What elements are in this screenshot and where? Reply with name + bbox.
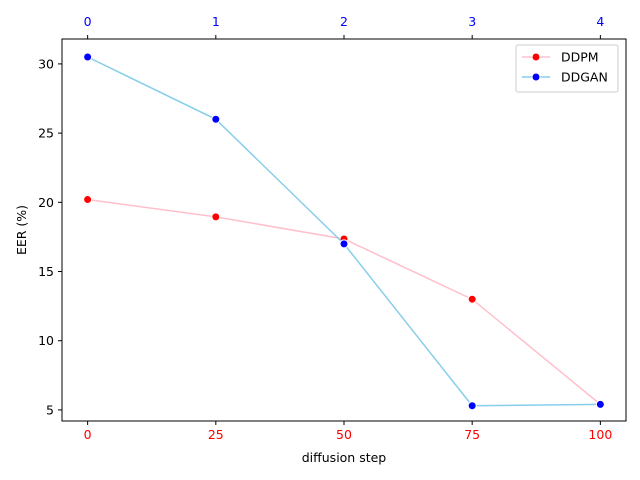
legend-ddpm-marker (531, 52, 541, 62)
top-x-tick-label: 0 (84, 14, 92, 29)
legend-ddpm-label: DDPM (561, 50, 599, 65)
x-tick-label: 100 (588, 427, 612, 442)
plot-lines (83, 52, 605, 411)
y-tick-label: 10 (38, 333, 54, 348)
top-x-tick-label: 4 (596, 14, 604, 29)
top-x-tick-label: 3 (468, 14, 476, 29)
y-axis: 5 10 15 20 25 30 (38, 56, 62, 417)
ddpm-point (211, 212, 221, 222)
top-x-tick-label: 2 (340, 14, 348, 29)
bottom-x-axis: 0 25 50 75 100 (84, 421, 612, 442)
x-tick-label: 0 (84, 427, 92, 442)
y-tick-label: 20 (38, 195, 54, 210)
ddpm-line (87, 198, 601, 405)
ddgan-point (83, 52, 93, 62)
y-tick-label: 5 (46, 402, 54, 417)
ddgan-line (87, 56, 601, 407)
ddpm-point (467, 294, 477, 304)
y-tick-label: 30 (38, 56, 54, 71)
legend-ddgan-label: DDGAN (561, 70, 608, 85)
y-tick-label: 25 (38, 126, 54, 141)
x-axis-label: diffusion step (302, 450, 387, 465)
y-tick-label: 15 (38, 264, 54, 279)
x-tick-label: 75 (464, 427, 480, 442)
plot-frame (61, 38, 627, 422)
legend: DDPM DDGAN (515, 44, 619, 93)
ddpm-point (83, 195, 93, 205)
ddgan-point (467, 401, 477, 411)
y-axis-label: EER (%) (14, 205, 29, 255)
legend-ddgan-marker (531, 72, 541, 82)
ddgan-point (595, 399, 605, 409)
top-x-tick-label: 1 (212, 14, 220, 29)
x-tick-label: 50 (336, 427, 352, 442)
ddgan-point (211, 114, 221, 124)
ddgan-point (339, 239, 349, 249)
top-x-axis: 0 1 2 3 4 (84, 14, 604, 39)
x-tick-label: 25 (208, 427, 224, 442)
